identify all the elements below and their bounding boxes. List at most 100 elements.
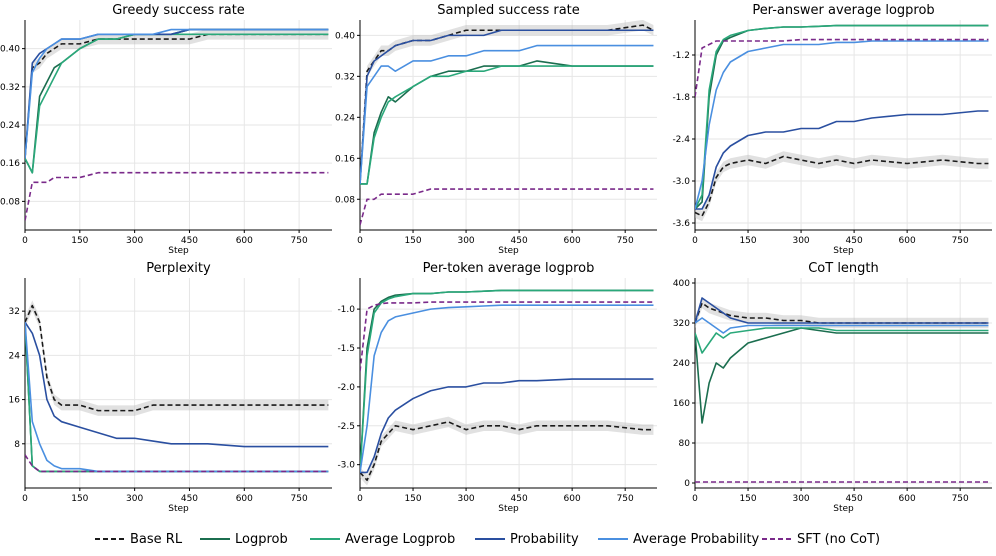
y-tick-label: -3.6 [672,219,690,229]
x-tick-label: 0 [357,494,363,504]
y-tick-label: -1.5 [337,344,355,354]
x-tick-label: 750 [291,494,308,504]
series-line-logprob [360,60,654,185]
x-tick-label: 600 [236,494,253,504]
y-tick-label: 80 [679,439,691,449]
y-tick-label: 0.16 [0,159,20,169]
x-tick-label: 600 [236,236,253,246]
series-line-average-logprob [695,327,989,354]
x-axis-label: Step [498,504,519,514]
panel-1: 0 150 300 450 600 750 0.08 0.16 0.24 0.32 0.40 Gree… [0,3,332,256]
series-line-average-probability [360,44,654,184]
band-base-rl [695,297,989,329]
series-line-sft-no-cot- [360,301,654,372]
band-base-rl [360,416,654,486]
series-line-average-probability [25,322,329,473]
y-tick-label: 8 [14,440,20,450]
band-base-rl [25,300,329,416]
series-line-logprob [360,289,654,473]
y-tick-label: 0.08 [335,195,355,205]
x-tick-label: 0 [692,494,698,504]
series-line-average-logprob [360,65,654,185]
series-line-base-rl [25,304,329,412]
series-line-average-logprob [25,33,329,174]
x-tick-label: 750 [617,494,634,504]
series-line-average-probability [360,304,654,473]
x-tick-label: 0 [692,236,698,246]
x-tick-label: 450 [181,494,198,504]
y-tick-label: 24 [9,351,21,361]
x-tick-label: 300 [457,494,474,504]
x-axis-label: Step [168,246,189,256]
legend: Base RL Logprob Average Logprob Probability… [95,532,880,547]
y-tick-label: -1.0 [337,305,355,315]
x-tick-label: 750 [291,236,308,246]
series-line-sft-no-cot- [695,38,989,98]
panel-title: Sampled success rate [437,3,580,18]
x-tick-label: 300 [792,494,809,504]
y-tick-label: 160 [673,399,690,409]
x-tick-label: 300 [792,236,809,246]
x-tick-label: 300 [126,236,143,246]
x-tick-label: 750 [617,236,634,246]
panel-2: 0 150 300 450 600 750 0.08 0.16 0.24 0.32 0.40 Samp… [335,3,657,256]
legend-label: Logprob [235,532,288,547]
y-tick-label: -1.2 [672,51,690,61]
band-base-rl [695,151,989,222]
x-tick-label: 300 [126,494,143,504]
x-tick-label: 0 [357,236,363,246]
y-tick-label: 0.40 [0,45,20,55]
y-tick-label: 0 [684,479,690,489]
x-tick-label: 450 [511,236,528,246]
x-tick-label: 0 [22,494,28,504]
series-line-logprob [25,28,329,174]
x-tick-label: 150 [71,236,88,246]
y-tick-label: 0.40 [335,31,355,41]
panel-title: Per-answer average logprob [752,3,934,18]
band-base-rl [25,29,329,164]
series-line-average-logprob [360,289,654,473]
x-tick-label: 450 [846,236,863,246]
series-line-average-probability [695,40,989,210]
y-tick-label: 400 [673,279,690,289]
x-axis-label: Step [168,504,189,514]
x-tick-label: 600 [564,236,581,246]
series-line-average-logprob [695,24,989,210]
series-line-probability [360,29,654,184]
y-tick-label: 240 [673,359,690,369]
panel-3: 0 150 300 450 600 750 -3.6 -3.0 -2.4 -1.8 -1.2 Per-… [672,3,992,256]
panel-5: 0 150 300 450 600 750 -3.0 -2.5 -2.0 -1.5 -1.0 Per-… [337,261,657,514]
x-tick-label: 750 [952,494,969,504]
series-line-sft-no-cot- [25,454,329,473]
x-tick-label: 0 [22,236,28,246]
series-line-base-rl [695,155,989,217]
x-tick-label: 450 [846,494,863,504]
x-axis-label: Step [498,246,519,256]
x-tick-label: 150 [404,494,421,504]
x-tick-label: 450 [181,236,198,246]
y-tick-label: -3.0 [337,461,355,471]
panel-title: CoT length [808,261,879,276]
y-tick-label: -2.5 [337,422,355,432]
panel-6: 0 150 300 450 600 750 0 80 160 240 320 400 CoT lengt… [673,261,992,514]
x-axis-label: Step [833,504,854,514]
y-tick-label: -2.4 [672,135,690,145]
y-tick-label: 0.24 [0,121,20,131]
y-tick-label: 32 [9,307,20,317]
y-tick-label: 0.16 [335,154,355,164]
x-tick-label: 450 [511,494,528,504]
panel-title: Per-token average logprob [423,261,595,276]
legend-label: Probability [510,532,579,547]
x-tick-label: 150 [739,236,756,246]
x-tick-label: 150 [404,236,421,246]
series-line-logprob [25,322,329,473]
series-line-average-logprob [25,322,329,473]
x-tick-label: 300 [457,236,474,246]
panel-title: Greedy success rate [112,3,245,18]
x-tick-label: 150 [739,494,756,504]
series-line-average-probability [25,28,329,159]
series-line-base-rl [360,24,654,184]
y-tick-label: 0.32 [0,83,20,93]
series-line-base-rl [25,33,329,159]
